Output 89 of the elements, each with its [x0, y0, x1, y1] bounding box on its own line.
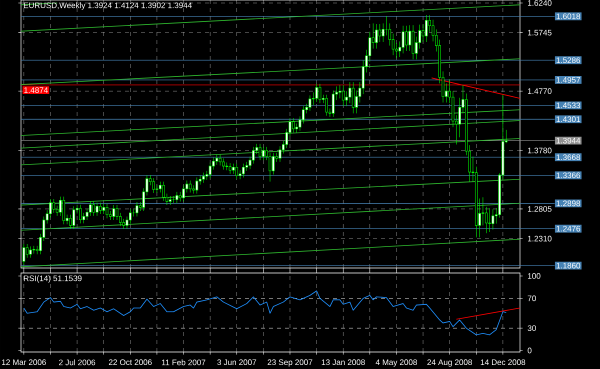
- ref-line-label: 1.4957: [556, 77, 580, 83]
- chart-title: EURUSD,Weekly 1.3924 1.4124 1.3902 1.3944: [24, 2, 192, 10]
- candlestick: [222, 158, 225, 170]
- ref-line-label: 1.6018: [556, 13, 580, 20]
- candlestick: [332, 90, 335, 118]
- candlestick: [412, 24, 414, 60]
- x-tick-label: 11 Feb 2007: [162, 359, 206, 366]
- candlestick: [218, 154, 222, 166]
- candlestick: [188, 180, 192, 193]
- candlestick: [215, 154, 218, 166]
- x-tick-label: 23 Sep 2007: [268, 359, 312, 367]
- candlestick: [338, 84, 342, 99]
- ref-line-label: 1.3944: [556, 138, 580, 144]
- candlestick: [262, 146, 265, 160]
- candlestick: [72, 206, 76, 230]
- candlestick: [342, 84, 345, 106]
- chart-title: RSI(14) 51.1539: [24, 275, 82, 283]
- y-tick-label: 100: [528, 273, 540, 279]
- candlestick: [99, 202, 102, 214]
- candlestick: [318, 84, 322, 104]
- candlestick: [325, 94, 328, 116]
- x-tick-label: 2 Jul 2006: [59, 359, 96, 366]
- y-tick-label: 1.5745: [528, 30, 552, 36]
- ref-line-label: 1.4301: [556, 116, 580, 122]
- candlestick: [62, 196, 66, 225]
- candlestick: [92, 200, 96, 216]
- candlestick: [242, 163, 245, 178]
- candlestick: [196, 177, 198, 194]
- ref-line-label: 1.2476: [556, 226, 580, 232]
- ref-line-label: 1.4533: [556, 102, 580, 108]
- y-tick-label: 1.6240: [528, 0, 552, 6]
- candlestick: [378, 24, 382, 42]
- ref-line-label: 1.1860: [556, 262, 580, 268]
- x-tick-label: 3 Jun 2007: [217, 359, 256, 366]
- candlestick: [308, 95, 312, 112]
- ref-line-label: 1.2898: [556, 200, 580, 206]
- candlestick: [348, 82, 352, 104]
- candlestick: [492, 208, 494, 230]
- candlestick: [162, 181, 165, 202]
- candlestick: [182, 184, 185, 202]
- candlestick: [425, 14, 428, 42]
- y-tick-label: 70: [528, 296, 536, 302]
- y-tick-label: 30: [528, 325, 536, 331]
- y-tick-label: 1.2805: [528, 206, 552, 212]
- candlestick: [488, 208, 491, 232]
- x-tick-label: 12 Mar 2006: [2, 359, 46, 366]
- candlestick: [315, 84, 318, 102]
- ref-line-label: 1.4874: [24, 87, 48, 93]
- candlestick: [136, 202, 138, 217]
- candlestick: [102, 204, 106, 214]
- candlestick: [202, 172, 205, 184]
- candlestick: [178, 192, 182, 202]
- candlestick: [176, 192, 178, 204]
- candlestick: [79, 204, 82, 224]
- y-tick-label: 1.3780: [528, 148, 552, 154]
- x-tick-label: 4 May 2008: [376, 359, 417, 367]
- candlestick: [232, 163, 235, 174]
- candlestick: [192, 184, 195, 194]
- candlestick: [228, 162, 232, 174]
- candlestick: [375, 24, 378, 49]
- candlestick: [112, 204, 115, 220]
- line-series: [23, 290, 507, 336]
- candlestick: [89, 200, 92, 216]
- y-tick-label: 1.2310: [528, 236, 552, 242]
- candlestick: [258, 144, 262, 160]
- candlestick: [52, 198, 56, 214]
- candlestick: [402, 26, 404, 54]
- x-tick-label: 24 Aug 2008: [427, 359, 472, 367]
- ref-line-label: 1.3668: [556, 154, 580, 160]
- candlestick: [292, 118, 295, 133]
- x-tick-label: 22 Oct 2006: [108, 359, 152, 366]
- candlestick: [96, 202, 98, 216]
- candlestick: [352, 82, 355, 114]
- candlestick: [26, 244, 28, 258]
- candlestick: [122, 218, 125, 230]
- candlestick: [106, 204, 108, 219]
- candlestick: [272, 152, 275, 175]
- ref-line-label: 1.3366: [556, 172, 580, 178]
- x-tick-label: 14 Dec 2008: [480, 359, 526, 366]
- candlestick: [235, 163, 238, 180]
- y-tick-label: 1.4770: [528, 88, 552, 94]
- candlestick: [408, 24, 412, 52]
- candlestick: [29, 246, 32, 258]
- candlestick: [422, 24, 424, 42]
- x-tick-label: 13 Jan 2008: [322, 359, 365, 366]
- ref-line-label: 1.5286: [556, 57, 580, 64]
- y-tick-label: 0: [528, 348, 532, 354]
- candlestick: [405, 26, 408, 52]
- candlestick: [152, 178, 155, 194]
